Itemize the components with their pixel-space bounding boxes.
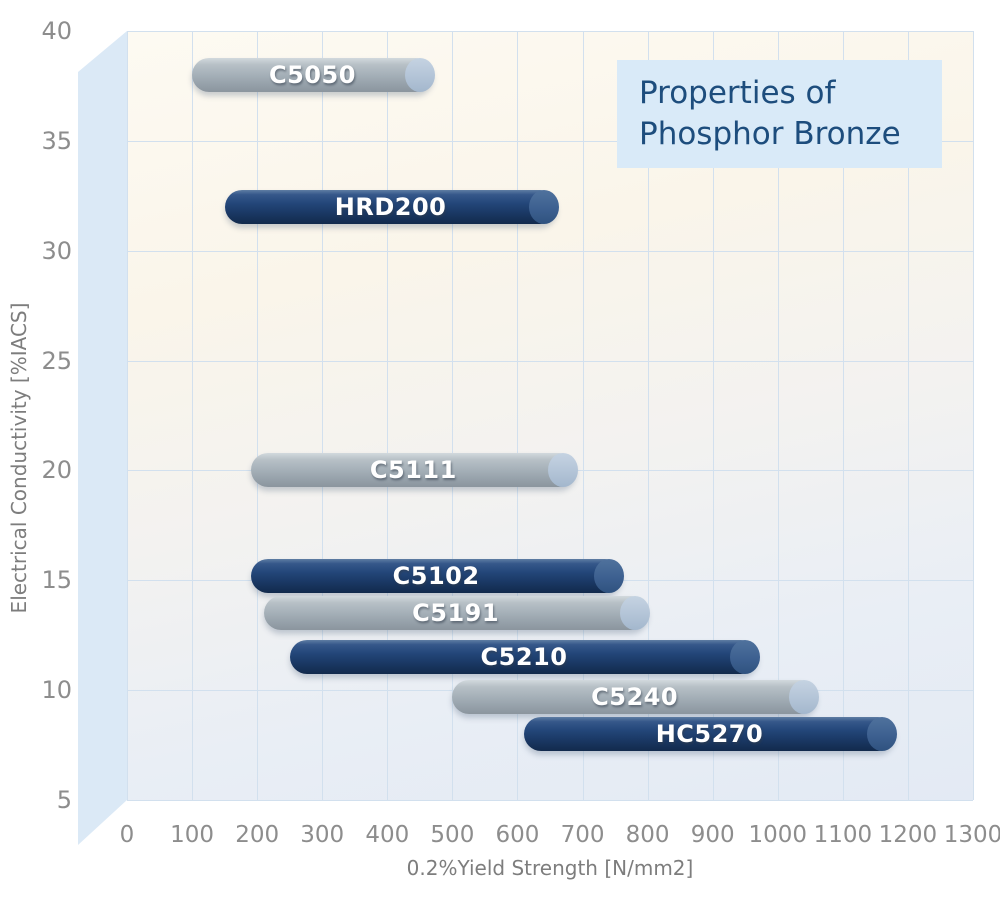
y-tick-label-30: 30	[41, 236, 72, 265]
chart-title-line2: Phosphor Bronze	[639, 116, 901, 152]
bar-end-cap-HRD200	[528, 189, 559, 224]
gridline-x-800	[647, 31, 649, 800]
gridline-y-40	[127, 31, 973, 32]
x-tick-label-900: 900	[690, 822, 735, 848]
gridline-y-25	[127, 360, 973, 362]
bar-label-HRD200: HRD200	[334, 192, 447, 221]
gridline-y-5	[127, 800, 973, 801]
bar-C5191: C5191	[263, 596, 650, 631]
gridline-y-30	[127, 250, 973, 252]
bar-label-C5050: C5050	[268, 60, 356, 89]
bar-label-HC5270: HC5270	[655, 720, 764, 749]
bar-end-cap-HC5270	[866, 717, 897, 752]
x-tick-label-500: 500	[430, 822, 475, 848]
gridline-x-0	[127, 31, 128, 800]
x-tick-label-0: 0	[119, 822, 135, 848]
x-tick-label-1100: 1100	[813, 822, 873, 848]
gridline-x-700	[582, 31, 584, 800]
y-tick-label-5: 5	[56, 786, 72, 814]
x-tick-label-600: 600	[495, 822, 540, 848]
y-tick-label-15: 15	[41, 566, 72, 595]
y-tick-label-25: 25	[41, 346, 72, 375]
bar-label-C5102: C5102	[392, 561, 480, 590]
gridline-x-400	[387, 31, 389, 800]
bar-label-C5240: C5240	[591, 682, 679, 711]
gridline-x-200	[257, 31, 259, 800]
x-tick-label-100: 100	[170, 822, 215, 848]
x-tick-label-1000: 1000	[748, 822, 808, 848]
bar-label-C5191: C5191	[412, 599, 500, 628]
bar-label-C5111: C5111	[369, 456, 457, 485]
bar-end-cap-C5102	[593, 558, 624, 593]
gridline-x-300	[322, 31, 324, 800]
x-tick-label-300: 300	[300, 822, 345, 848]
chart-title-box: Properties of Phosphor Bronze	[617, 60, 942, 168]
x-tick-label-200: 200	[235, 822, 280, 848]
bar-C5102: C5102	[250, 558, 624, 593]
chart-title-line1: Properties of	[639, 75, 836, 111]
y-tick-label-40: 40	[41, 17, 72, 45]
gridline-x-600	[517, 31, 519, 800]
x-tick-label-700: 700	[560, 822, 605, 848]
x-tick-label-400: 400	[365, 822, 410, 848]
bar-C5111: C5111	[250, 453, 579, 488]
gridline-x-500	[452, 31, 454, 800]
bar-C5210: C5210	[289, 640, 761, 675]
y-tick-label-35: 35	[41, 126, 72, 155]
gridline-x-1000	[777, 31, 779, 800]
bar-end-cap-C5111	[548, 453, 579, 488]
bar-HRD200: HRD200	[224, 189, 559, 224]
gridline-x-100	[192, 31, 194, 800]
y-tick-label-10: 10	[41, 676, 72, 705]
bar-C5050: C5050	[192, 57, 435, 92]
x-tick-label-800: 800	[625, 822, 670, 848]
x-tick-label-1300: 1300	[943, 822, 1000, 848]
bar-end-cap-C5210	[730, 640, 761, 675]
bar-end-cap-C5240	[788, 679, 819, 714]
gridline-y-35	[127, 140, 973, 142]
gridline-x-1200	[907, 31, 909, 800]
bar-C5240: C5240	[452, 679, 819, 714]
x-axis-title: 0.2%Yield Strength [N/mm2]	[406, 856, 694, 880]
bar-end-cap-C5191	[619, 596, 650, 631]
gridline-x-1300	[973, 31, 974, 800]
axis-wall-3d	[78, 31, 127, 845]
bar-end-cap-C5050	[404, 57, 435, 92]
gridline-x-900	[712, 31, 714, 800]
y-tick-label-20: 20	[41, 456, 72, 485]
bar-label-C5210: C5210	[480, 643, 568, 672]
y-axis-title: Electrical Conductivity [%IACS]	[7, 302, 31, 614]
bar-HC5270: HC5270	[523, 717, 897, 752]
x-tick-label-1200: 1200	[878, 822, 938, 848]
gridline-x-1100	[842, 31, 844, 800]
